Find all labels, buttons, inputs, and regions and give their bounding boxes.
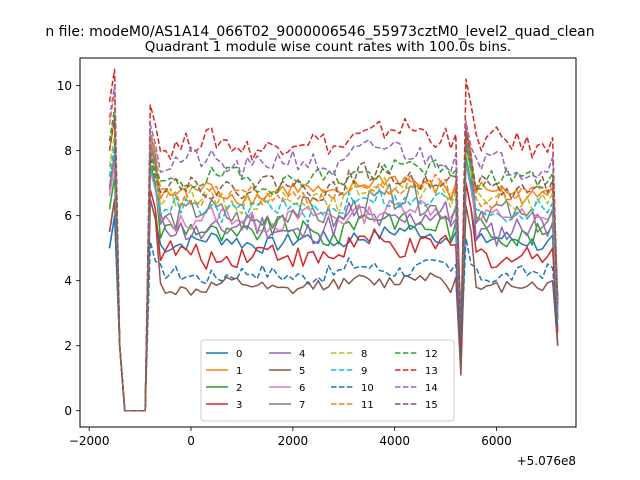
y-axis-ticks: 0 2 4 6 8 10 — [57, 79, 80, 418]
legend-frame — [200, 339, 455, 422]
axes-frame — [79, 57, 577, 428]
legend-label-10: 10 — [361, 383, 374, 394]
series-line-14 — [108, 84, 559, 412]
series-line-13 — [108, 68, 559, 412]
legend-label-7: 7 — [299, 400, 305, 411]
series-line-10 — [108, 214, 559, 412]
figure-suptitle: n file: modeM0/AS1A14_066T02_9000006546_… — [45, 24, 594, 40]
legend-label-8: 8 — [361, 349, 367, 360]
series-layer — [108, 68, 559, 412]
legend-label-11: 11 — [361, 400, 374, 411]
legend-label-14: 14 — [425, 383, 438, 394]
x-tick-label: 4000 — [379, 434, 410, 448]
series-line-15 — [108, 117, 559, 412]
legend-label-0: 0 — [236, 349, 242, 360]
y-tick-label: 8 — [64, 144, 72, 158]
legend-label-2: 2 — [236, 383, 242, 394]
x-tick-label: 2000 — [278, 434, 309, 448]
y-tick-label: 2 — [64, 339, 72, 353]
series-line-4 — [108, 140, 559, 412]
series-line-5 — [108, 198, 559, 412]
y-tick-label: 10 — [57, 79, 72, 93]
legend-label-12: 12 — [425, 349, 438, 360]
series-line-3 — [108, 182, 559, 412]
legend-label-13: 13 — [425, 366, 438, 377]
x-tick-label: −2000 — [69, 434, 110, 448]
x-tick-label: 0 — [187, 434, 195, 448]
legend-label-1: 1 — [236, 366, 242, 377]
legend-label-9: 9 — [361, 366, 367, 377]
series-line-11 — [108, 91, 559, 412]
y-tick-label: 4 — [64, 274, 72, 288]
series-line-9 — [108, 143, 559, 412]
y-tick-label: 0 — [64, 404, 72, 418]
y-tick-label: 6 — [64, 209, 72, 223]
x-axis-offset-label: +5.076e8 — [517, 454, 576, 468]
x-tick-label: 6000 — [481, 434, 512, 448]
series-line-12 — [108, 107, 559, 412]
x-axis-ticks: −2000 0 2000 4000 6000 — [69, 427, 512, 448]
legend-label-5: 5 — [299, 366, 305, 377]
legend-label-3: 3 — [236, 400, 242, 411]
legend-label-4: 4 — [299, 349, 305, 360]
axes-title: Quadrant 1 module wise count rates with … — [145, 39, 511, 55]
legend-label-15: 15 — [425, 400, 438, 411]
legend-label-6: 6 — [299, 383, 305, 394]
